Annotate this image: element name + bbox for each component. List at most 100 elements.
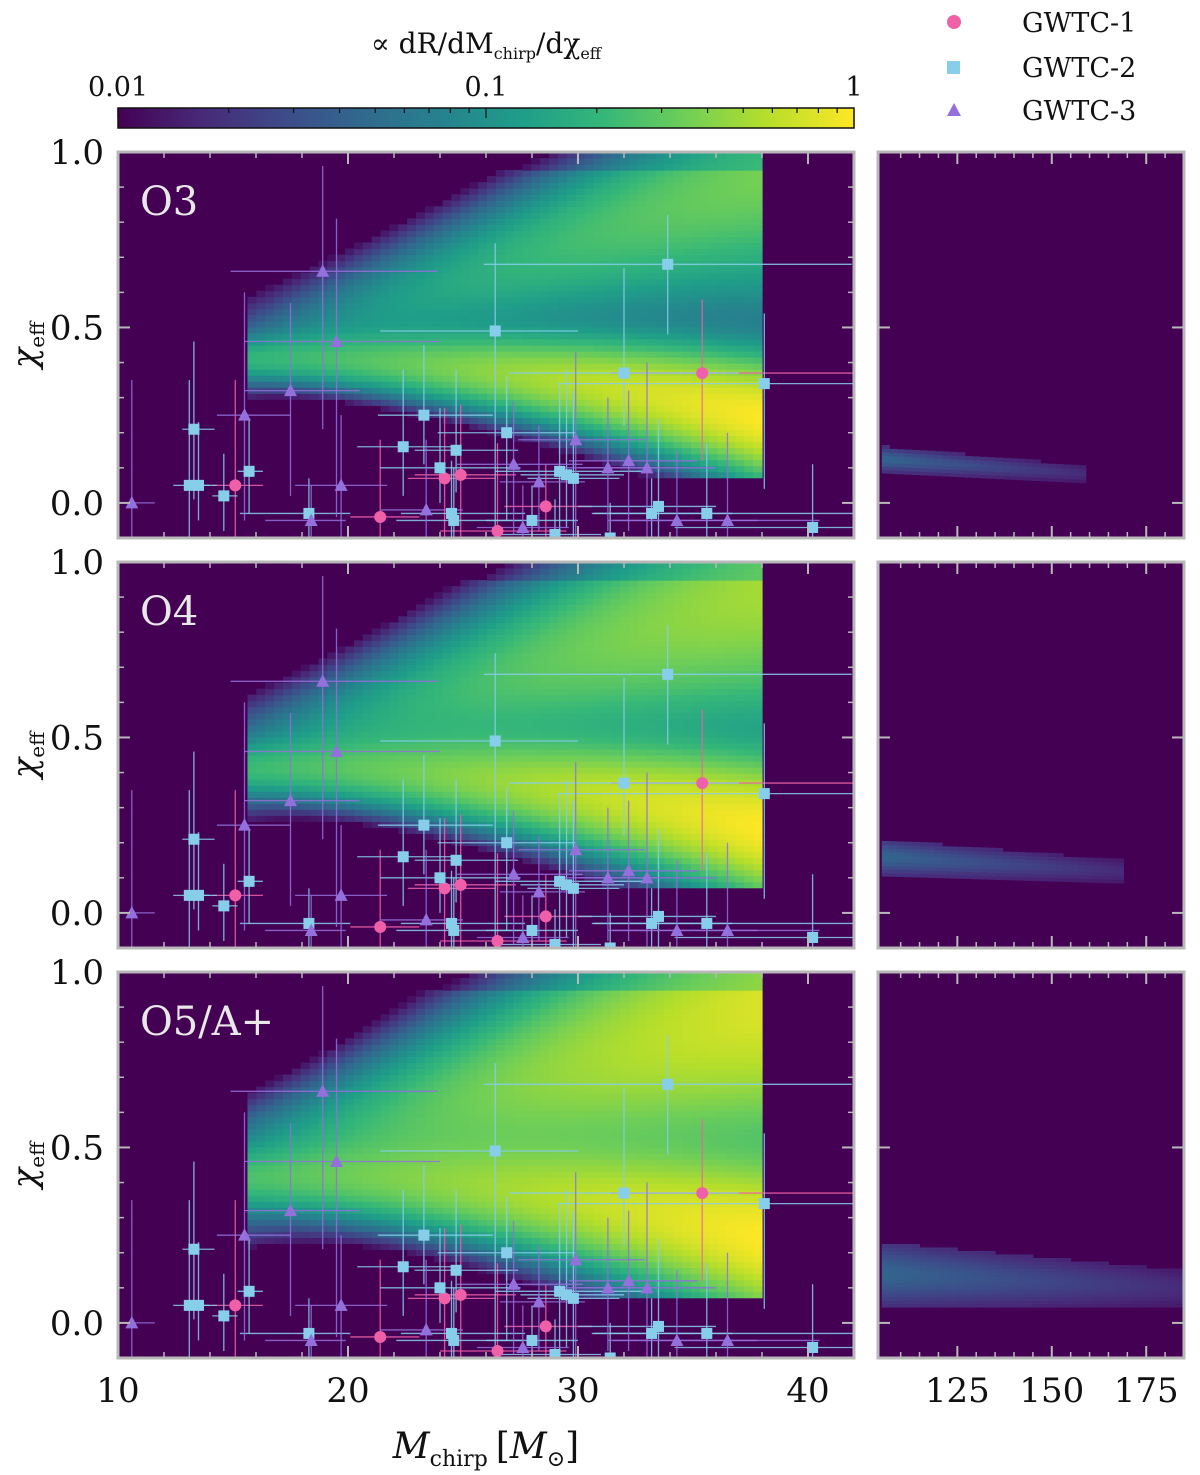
heatmap-cell [557,688,568,696]
heatmap-cell [744,182,754,189]
heatmap-cell [611,284,621,292]
heatmap-tail-cell [919,453,928,458]
heatmap-cell [460,718,470,726]
heatmap-tail-cell [889,469,898,474]
heatmap-cell [557,338,568,346]
heatmap-cell [265,809,275,816]
heatmap-cell [566,592,577,599]
heatmap-cell [646,290,657,298]
heatmap-cell [345,296,355,304]
heatmap-cell [540,332,550,340]
heatmap-cell [291,357,302,364]
heatmap-cell [486,574,497,581]
heatmap-cell [691,652,701,660]
heatmap-cell [566,604,577,611]
heatmap-tail-cell [1010,458,1019,463]
heatmap-cell [309,296,320,304]
heatmap-cell [389,351,399,358]
heatmap-cell [655,429,666,437]
heatmap-tail-cell [1063,478,1072,483]
heatmap-cell [495,296,506,304]
heatmap-cell [602,664,612,672]
heatmap-cell [416,338,426,346]
heatmap-cell [451,351,461,358]
heatmap-cell [549,815,559,822]
heatmap-cell [495,767,506,774]
heatmap-cell [682,694,692,702]
heatmap-cell [708,230,719,238]
heatmap-cell [362,357,373,364]
heatmap-cell [611,405,621,412]
heatmap-cell [398,296,408,304]
heatmap-cell [584,266,595,274]
heatmap-cell [398,755,408,762]
heatmap-cell [602,598,612,605]
heatmap-cell [593,863,603,871]
heatmap-cell [717,272,728,280]
heatmap-cell [717,218,728,225]
heatmap-cell [744,423,754,431]
heatmap-cell [327,369,337,376]
heatmap-cell [557,598,568,605]
heatmap-tail-cell [1063,467,1072,472]
heatmap-cell [637,646,648,654]
heatmap-cell [566,646,577,654]
heatmap-cell [744,170,754,177]
heatmap-cell [486,833,497,841]
heatmap-cell [628,622,639,629]
heatmap-cell [566,742,577,750]
heatmap-cell [380,791,390,798]
heatmap-cell [699,839,710,847]
heatmap-cell [735,357,745,364]
heatmap-cell [753,447,763,455]
heatmap-cell [753,320,763,328]
heatmap-cell [416,302,426,310]
heatmap-cell [557,393,568,400]
heatmap-cell [620,158,630,165]
heatmap-cell [407,652,417,660]
heatmap-cell [513,417,524,425]
heatmap-cell [549,755,559,762]
heatmap-cell [637,803,648,810]
heatmap-tail-cell [881,445,890,450]
heatmap-cell [699,724,710,732]
heatmap-cell [486,791,497,798]
heatmap-cell [247,302,257,310]
heatmap-cell [522,236,532,244]
heatmap-cell [451,748,461,756]
heatmap-cell [451,712,461,720]
heatmap-cell [486,622,497,629]
heatmap-cell [575,447,586,455]
heatmap-cell [753,429,763,437]
heatmap-cell [691,694,701,702]
heatmap-cell [407,272,417,280]
heatmap-cell [504,580,515,587]
legend-marker-gwtc2 [947,61,960,74]
heatmap-cell [451,706,461,714]
heatmap-cell [433,718,444,726]
heatmap-cell [584,755,595,762]
heatmap-cell [380,284,390,292]
heatmap-cell [637,748,648,756]
heatmap-cell [628,730,639,738]
heatmap-cell [655,266,666,274]
heatmap-cell [478,700,488,708]
heatmap-cell [673,586,683,593]
heatmap-cell [744,176,754,183]
heatmap-cell [478,381,488,388]
heatmap-cell [637,736,648,744]
heatmap-cell [460,338,470,346]
heatmap-cell [416,622,426,629]
heatmap-cell [309,363,320,370]
heatmap-cell [593,182,603,189]
heatmap-cell [584,284,595,292]
heatmap-cell [433,604,444,611]
heatmap-cell [522,616,532,623]
heatmap-cell [389,302,399,310]
heatmap-tail-cell [1063,474,1072,479]
heatmap-cell [265,815,275,822]
heatmap-cell [753,218,763,225]
heatmap-cell [531,797,541,804]
heatmap-cell [362,314,373,322]
heatmap-cell [620,218,630,225]
